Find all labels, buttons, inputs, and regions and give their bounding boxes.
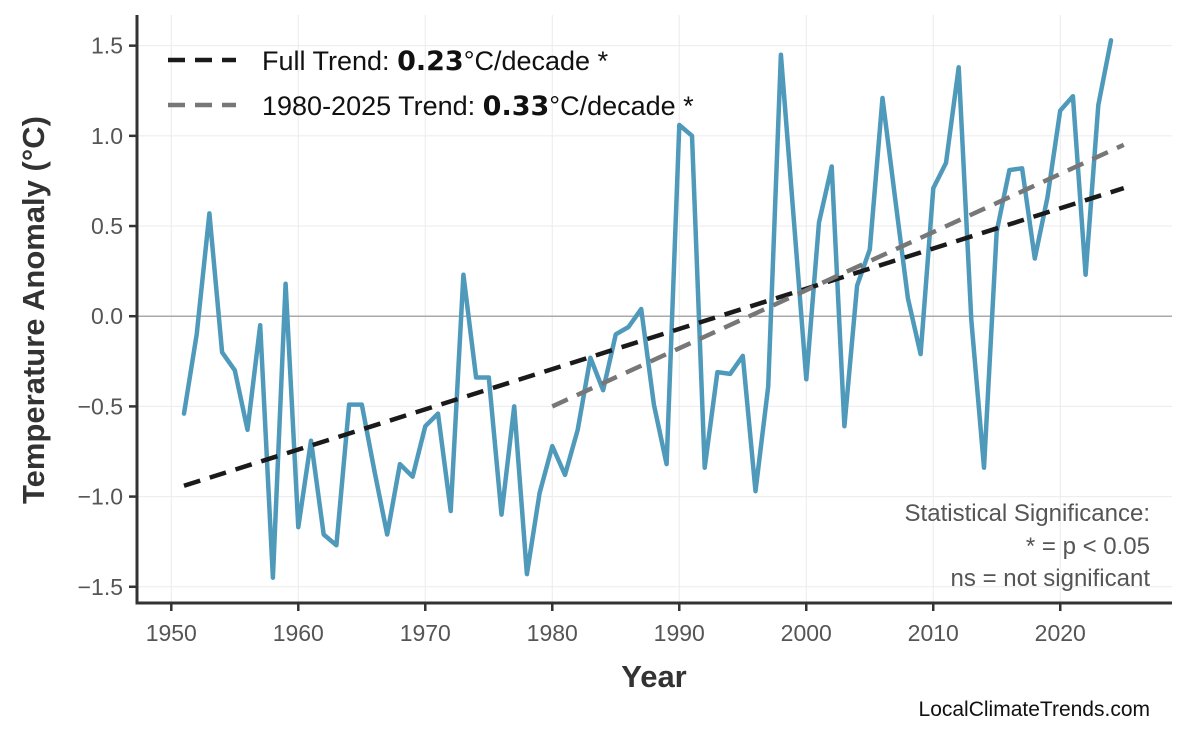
y-axis-ticks: −1.5 −1.0 −0.5 0.0 0.5 1.0 1.5 (78, 33, 137, 600)
y-tick-label: 0.0 (91, 303, 123, 329)
watermark: LocalClimateTrends.com (919, 698, 1150, 721)
legend: Full Trend: 0.23°C/decade * 1980-2025 Tre… (168, 46, 694, 122)
full-trend-line (183, 186, 1125, 488)
x-tick-label: 1980 (527, 620, 578, 646)
y-tick-label: 1.5 (91, 33, 123, 59)
legend-label-0: Full Trend: 0.23°C/decade * (262, 46, 609, 77)
y-tick-label: −1.0 (78, 484, 123, 510)
y-tick-label: −0.5 (78, 393, 123, 419)
legend-label-1: 1980-2025 Trend: 0.33°C/decade * (262, 91, 694, 122)
x-tick-label: 1950 (146, 620, 197, 646)
y-tick-label: 1.0 (91, 123, 123, 149)
significance-title: Statistical Significance: (905, 500, 1150, 527)
trend-lines (183, 142, 1125, 488)
anomaly-series-line (181, 38, 1114, 580)
y-tick-label: 0.5 (91, 213, 123, 239)
x-axis-ticks: 1950 1960 1970 1980 1990 2000 2010 2020 (146, 603, 1086, 646)
axes (135, 15, 1172, 605)
x-axis-title: Year (621, 659, 687, 694)
recent-trend-line (551, 142, 1125, 409)
y-axis-title: Temperature Anomaly (°C) (16, 116, 51, 504)
legend-rate: 0.23 (397, 46, 464, 77)
y-tick-label: −1.5 (78, 574, 123, 600)
x-tick-label: 2020 (1035, 620, 1086, 646)
legend-rate: 0.33 (483, 91, 550, 122)
x-tick-label: 1970 (400, 620, 451, 646)
x-tick-label: 2000 (781, 620, 832, 646)
x-tick-label: 1960 (273, 620, 324, 646)
series-layer (181, 38, 1114, 580)
significance-star: * = p < 0.05 (1026, 533, 1150, 560)
x-tick-label: 1990 (654, 620, 705, 646)
significance-ns: ns = not significant (951, 565, 1151, 592)
x-tick-label: 2010 (908, 620, 959, 646)
